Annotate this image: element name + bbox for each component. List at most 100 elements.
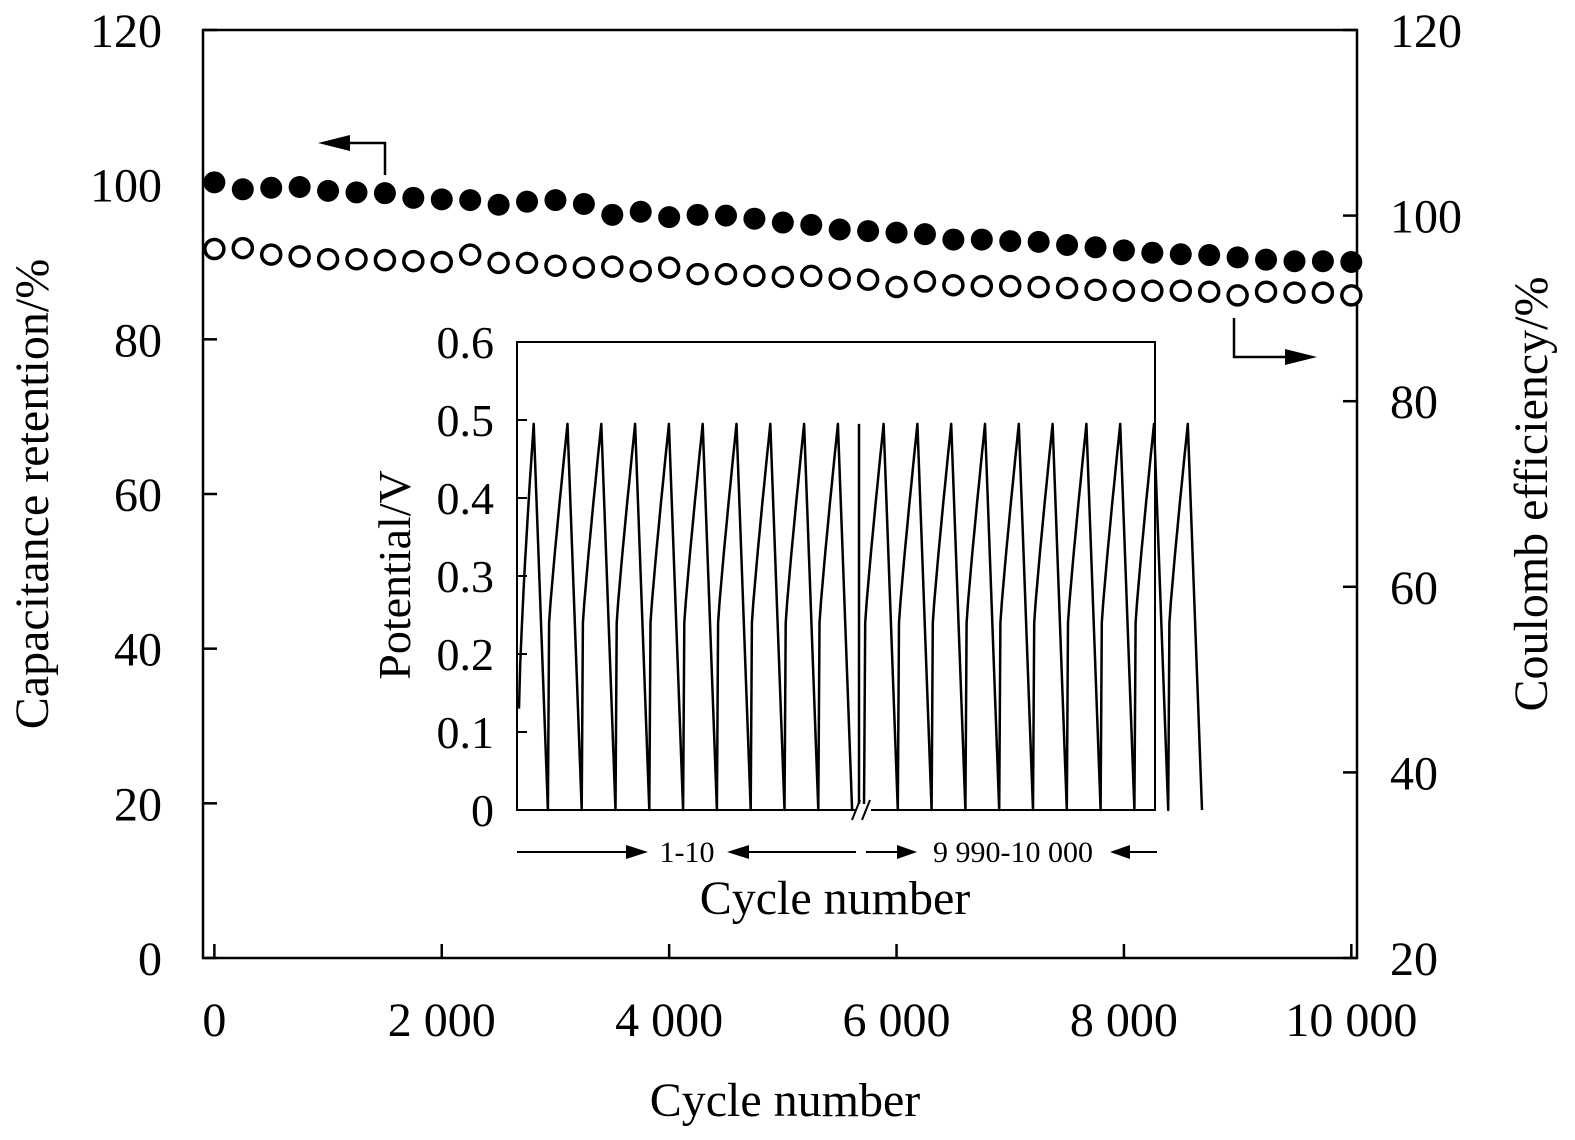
coulomb-point (771, 265, 795, 289)
capacitance-point (1283, 250, 1306, 273)
y-axis-right-title: Coulomb efficiency/% (1505, 277, 1558, 712)
capacitance-point (1141, 241, 1164, 264)
y-left-tick-label: 80 (114, 314, 162, 367)
coulomb-point (601, 255, 624, 278)
capacitance-point (970, 228, 993, 251)
capacitance-point (373, 182, 396, 205)
coulomb-point (1169, 279, 1193, 303)
coulomb-point (743, 264, 766, 288)
capacitance-point (714, 204, 737, 227)
inset-x-axis-title: Cycle number (700, 872, 971, 925)
coulomb-point (1283, 281, 1306, 304)
coulomb-point (259, 243, 283, 266)
coulomb-point (288, 245, 311, 268)
inset-y-tick-label: 0.3 (437, 551, 495, 602)
inset-y-tick-label: 0.4 (437, 473, 495, 524)
coulomb-point (487, 251, 510, 275)
inset-break-slash (861, 799, 871, 821)
y-right-tick-label: 40 (1390, 747, 1438, 800)
x-tick-label: 8 000 (1070, 994, 1178, 1047)
inset-y-tick-label: 0.5 (437, 395, 495, 446)
capacitance-point (913, 223, 936, 246)
capacitance-point (1027, 230, 1050, 253)
y-right-tick-label: 80 (1390, 376, 1438, 429)
coulomb-point (430, 250, 454, 274)
capacitance-point (828, 218, 851, 241)
coulomb-point (1254, 280, 1278, 303)
inset-y-tick-label: 0.2 (437, 629, 495, 680)
capacitance-point (402, 186, 425, 209)
y-left-tick-label: 120 (90, 5, 162, 58)
inset-break-slash (851, 799, 861, 821)
y-left-tick-label: 20 (114, 778, 162, 831)
capacitance-point (857, 220, 880, 243)
coulomb-point (686, 262, 709, 286)
x-tick-label: 2 000 (388, 994, 496, 1047)
inset-segment-label-1: 1-10 (660, 836, 715, 869)
capacitance-point (430, 188, 453, 211)
coulomb-point (203, 237, 226, 261)
capacitance-point (459, 189, 482, 212)
coulomb-point (1112, 279, 1136, 303)
capacitance-point (572, 193, 595, 215)
capacitance-point (345, 181, 368, 204)
capacitance-point (1198, 244, 1221, 267)
x-tick-label: 6 000 (843, 994, 951, 1047)
inset-y-tick-labels: 0 0.1 0.2 0.3 0.4 0.5 0.6 (437, 317, 527, 836)
capacitance-point (1311, 250, 1334, 273)
coulomb-point (1340, 284, 1363, 307)
capacitance-point (743, 207, 766, 230)
coulomb-point (998, 274, 1022, 298)
coulomb-point (885, 275, 908, 299)
coulomb-point (800, 264, 823, 288)
capacitance-point (203, 171, 226, 194)
capacitance-point (771, 211, 794, 234)
coulomb-point (714, 262, 738, 286)
x-axis-title: Cycle number (650, 1074, 921, 1127)
coulomb-point (1027, 275, 1050, 299)
y-left-tick-label: 0 (138, 933, 162, 986)
coulomb-point (458, 243, 482, 266)
inset-axis-break (851, 799, 871, 821)
coulomb-point (1311, 281, 1335, 304)
y-right-tick-label: 60 (1390, 562, 1438, 615)
capacitance-point (601, 203, 624, 226)
capacitance-point (1169, 243, 1192, 266)
capacitance-point (942, 228, 965, 251)
x-tick-label: 10 000 (1285, 994, 1417, 1047)
coulomb-point (1197, 280, 1221, 303)
coulomb-series-arrow (1232, 318, 1317, 365)
coulomb-point (373, 248, 397, 272)
inset-segment-arrows (517, 845, 1157, 859)
y-right-tick-label: 20 (1390, 933, 1438, 986)
capacitance-point (629, 200, 652, 223)
y-left-tick-label: 60 (114, 469, 162, 522)
y-left-tick-label: 40 (114, 624, 162, 677)
capacitance-point (885, 221, 908, 244)
capacitance-point (1226, 246, 1249, 269)
capacitance-point (1255, 248, 1278, 271)
coulomb-point (657, 256, 681, 279)
inset-curve-segment-1 (517, 422, 854, 812)
main-axis-ticks (203, 28, 1357, 960)
coulomb-point (572, 256, 596, 279)
inset-y-tick-label: 0.6 (437, 317, 495, 368)
capacitance-series (203, 171, 1363, 273)
coulomb-point (942, 273, 965, 297)
capacitance-point (1112, 239, 1135, 262)
coulomb-point (970, 274, 994, 298)
capacitance-point (1056, 233, 1079, 256)
capacitance-series-arrow (318, 135, 387, 175)
coulomb-point (1055, 276, 1079, 300)
capacitance-point (544, 189, 567, 212)
main-tick-labels: 0 2 000 4 000 6 000 8 000 10 000 0 20 40 60 80 100 1… (90, 5, 1462, 1047)
capacitance-point (317, 179, 340, 202)
capacitance-point (658, 206, 681, 229)
y-axis-left-title: Capacitance retention/% (6, 259, 59, 729)
coulomb-point (316, 247, 340, 271)
capacitance-point (686, 203, 709, 226)
x-tick-label: 0 (202, 994, 226, 1047)
capacitance-point (516, 190, 539, 213)
coulomb-point (1226, 284, 1249, 307)
capacitance-point (288, 175, 311, 198)
